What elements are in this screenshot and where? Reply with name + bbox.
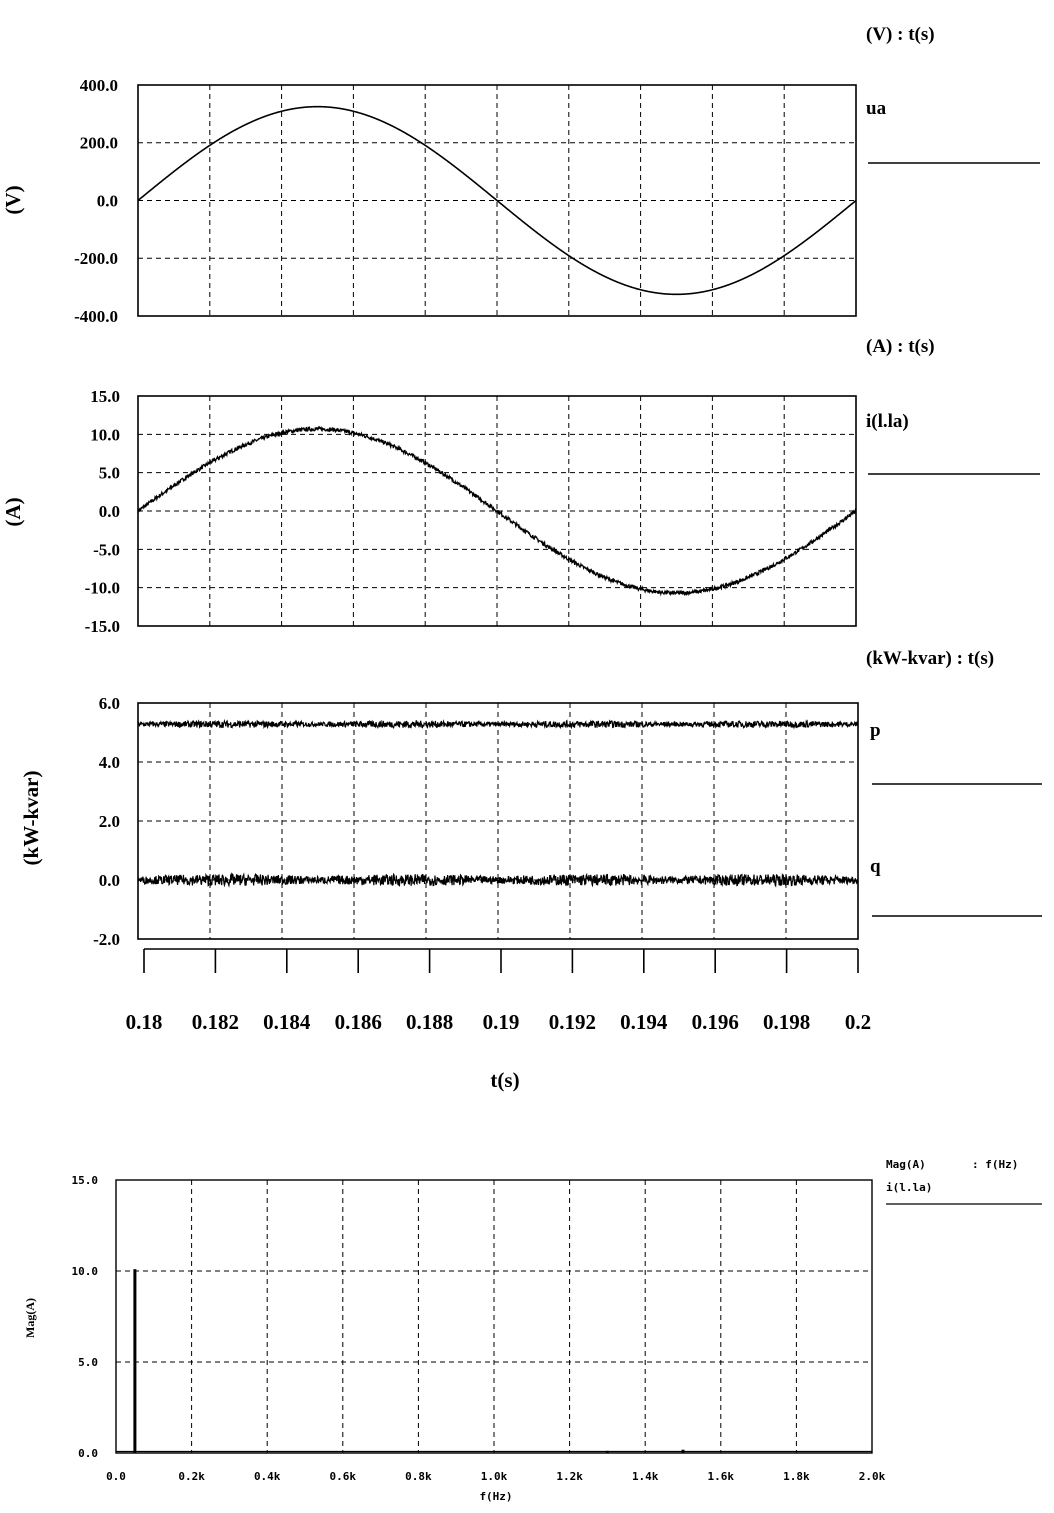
frequency-x-tick-label: 1.2k	[556, 1470, 583, 1483]
power-y-tick-label: 4.0	[99, 753, 120, 772]
frequency-x-tick-label: 1.8k	[783, 1470, 810, 1483]
voltage-y-tick-labels: 400.0 200.0 0.0 -200.0 -400.0	[74, 76, 118, 326]
time-x-tick-label: 0.192	[549, 1010, 596, 1034]
spectrum-y-tick-label: 10.0	[72, 1265, 99, 1278]
power-y-tick-labels: 6.0 4.0 2.0 0.0 -2.0	[93, 694, 120, 949]
power-panel: (kW-kvar) : t(s) (kW-kvar) p q 6.0 4.0 2.0…	[19, 648, 1042, 1092]
i-trace	[137, 425, 857, 597]
time-x-tick-label: 0.196	[692, 1010, 739, 1034]
frequency-x-tick-label: 0.0	[106, 1470, 126, 1483]
voltage-units-header: (V) : t(s)	[866, 24, 935, 45]
spectrum-units-header-left: Mag(A)	[886, 1158, 926, 1171]
spectrum-y-tick-label: 0.0	[78, 1447, 98, 1460]
ua-trace	[137, 105, 857, 296]
time-x-tick-label: 0.186	[335, 1010, 382, 1034]
current-y-tick-label: -10.0	[85, 579, 120, 598]
frequency-x-tick-labels: 0.0 0.2k 0.4k 0.6k 0.8k 1.0k 1.2k 1.4k 1.6k 1.8k 2…	[106, 1470, 886, 1483]
legend-spectrum-label: i(l.la)	[886, 1181, 932, 1194]
power-grid	[138, 703, 858, 939]
legend-i-label: i(l.la)	[866, 411, 909, 432]
legend-q-label: q	[870, 856, 881, 877]
time-x-tick-label: 0.198	[763, 1010, 810, 1034]
time-x-tick-label: 0.19	[483, 1010, 520, 1034]
p-trace	[137, 718, 859, 730]
voltage-y-tick-label: 400.0	[80, 76, 118, 95]
power-y-tick-label: -2.0	[93, 930, 120, 949]
current-y-tick-label: 5.0	[99, 464, 120, 483]
current-y-tick-label: -5.0	[93, 540, 120, 559]
frequency-x-tick-label: 1.6k	[708, 1470, 735, 1483]
power-y-tick-label: 6.0	[99, 694, 120, 713]
time-x-axis-label: t(s)	[490, 1068, 519, 1092]
current-y-tick-label: 10.0	[90, 425, 120, 444]
frequency-x-tick-label: 1.4k	[632, 1470, 659, 1483]
voltage-panel: (V) : t(s) (V) ua 400.0 200.0 0.0 -200.0 -40…	[1, 24, 1040, 326]
power-y-tick-label: 0.0	[99, 871, 120, 890]
spectrum-y-tick-labels: 15.0 10.0 5.0 0.0	[72, 1174, 99, 1460]
spectrum-grid	[116, 1180, 872, 1453]
frequency-x-tick-label: 1.0k	[481, 1470, 508, 1483]
voltage-grid	[138, 85, 856, 316]
time-x-tick-label: 0.18	[126, 1010, 163, 1034]
legend-ua-label: ua	[866, 98, 887, 119]
time-x-tick-label: 0.184	[263, 1010, 311, 1034]
current-y-tick-labels: 15.0 10.0 5.0 0.0 -5.0 -10.0 -15.0	[85, 387, 120, 636]
time-x-tick-label: 0.2	[845, 1010, 871, 1034]
spectrum-y-tick-label: 5.0	[78, 1356, 98, 1369]
time-x-tick-label: 0.194	[620, 1010, 668, 1034]
current-y-axis-label: (A)	[1, 497, 25, 526]
spectrum-bars	[116, 1269, 872, 1453]
frequency-x-tick-label: 0.2k	[178, 1470, 205, 1483]
power-y-axis-label: (kW-kvar)	[19, 771, 43, 866]
current-units-header: (A) : t(s)	[866, 336, 935, 357]
spectrum-bar	[133, 1269, 137, 1453]
voltage-y-axis-label: (V)	[1, 185, 25, 214]
time-x-tick-label: 0.182	[192, 1010, 239, 1034]
frequency-x-axis-label: f(Hz)	[479, 1490, 512, 1503]
spectrum-plot-frame	[115, 1179, 873, 1454]
current-y-tick-label: -15.0	[85, 617, 120, 636]
power-units-header: (kW-kvar) : t(s)	[866, 648, 994, 669]
current-panel: (A) : t(s) (A) i(l.la) 15.0 10.0 5.0 0.0 -5.…	[1, 336, 1040, 636]
power-y-tick-label: 2.0	[99, 812, 120, 831]
spectrum-y-axis-label: Mag(A)	[23, 1298, 37, 1338]
spectrum-y-tick-label: 15.0	[72, 1174, 99, 1187]
voltage-y-tick-label: 200.0	[80, 134, 118, 153]
legend-p-label: p	[870, 720, 881, 741]
frequency-x-tick-label: 2.0k	[859, 1470, 886, 1483]
time-x-axis: 0.18 0.182 0.184 0.186 0.188 0.19 0.192 0.194 0.…	[126, 948, 871, 1034]
q-trace	[137, 872, 859, 888]
current-y-tick-label: 15.0	[90, 387, 120, 406]
power-plot-frame	[137, 702, 859, 940]
spectrum-panel: Mag(A) : f(Hz) i(l.la) Mag(A) 15.0 10.0 5.…	[23, 1158, 1042, 1503]
spectrum-units-header-right: : f(Hz)	[972, 1158, 1018, 1171]
frequency-x-tick-label: 0.6k	[330, 1470, 357, 1483]
voltage-y-tick-label: -200.0	[74, 249, 118, 268]
time-x-tick-label: 0.188	[406, 1010, 453, 1034]
frequency-x-tick-label: 0.4k	[254, 1470, 281, 1483]
frequency-x-tick-label: 0.8k	[405, 1470, 432, 1483]
current-y-tick-label: 0.0	[99, 502, 120, 521]
voltage-y-tick-label: 0.0	[97, 191, 118, 210]
voltage-y-tick-label: -400.0	[74, 307, 118, 326]
